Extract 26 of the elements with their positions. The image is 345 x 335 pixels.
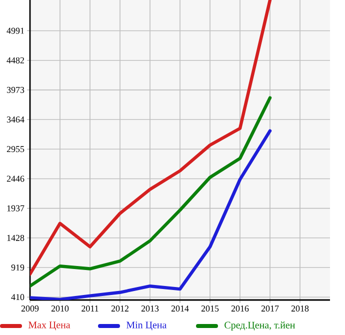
y-tick-label: 1428 [7,234,24,241]
x-tick-label: 2011 [82,306,98,312]
y-tick-label: 2955 [6,146,24,152]
x-tick-label: 2018 [291,306,309,312]
line-series [30,96,272,288]
x-tick-label: 2016 [231,306,249,312]
y-tick-label: 1937 [7,205,24,212]
y-tick-label: 410 [11,294,24,300]
y-tick-label: 3464 [6,116,24,123]
line-series [30,129,272,300]
x-tick-label: 2015 [201,306,219,312]
legend-label: Сред.Цена, т.йен [224,322,295,330]
y-tick-label: 2446 [6,176,24,182]
x-tick-label: 2013 [141,306,159,312]
y-tick-label: 4482 [6,57,24,64]
x-tick-label: 2014 [171,306,189,312]
y-tick-label: 919 [11,264,24,271]
y-tick-label: 3973 [6,86,24,93]
y-tick-label: 4991 [6,28,24,34]
x-tick-label: 2017 [261,306,279,312]
legend-label: Max Цена [28,322,70,330]
x-tick-label: 2009 [21,306,39,312]
x-tick-label: 2010 [51,306,69,312]
legend-label: Min Цена [126,322,167,330]
line-series [30,0,272,276]
x-tick-label: 2012 [111,306,128,312]
